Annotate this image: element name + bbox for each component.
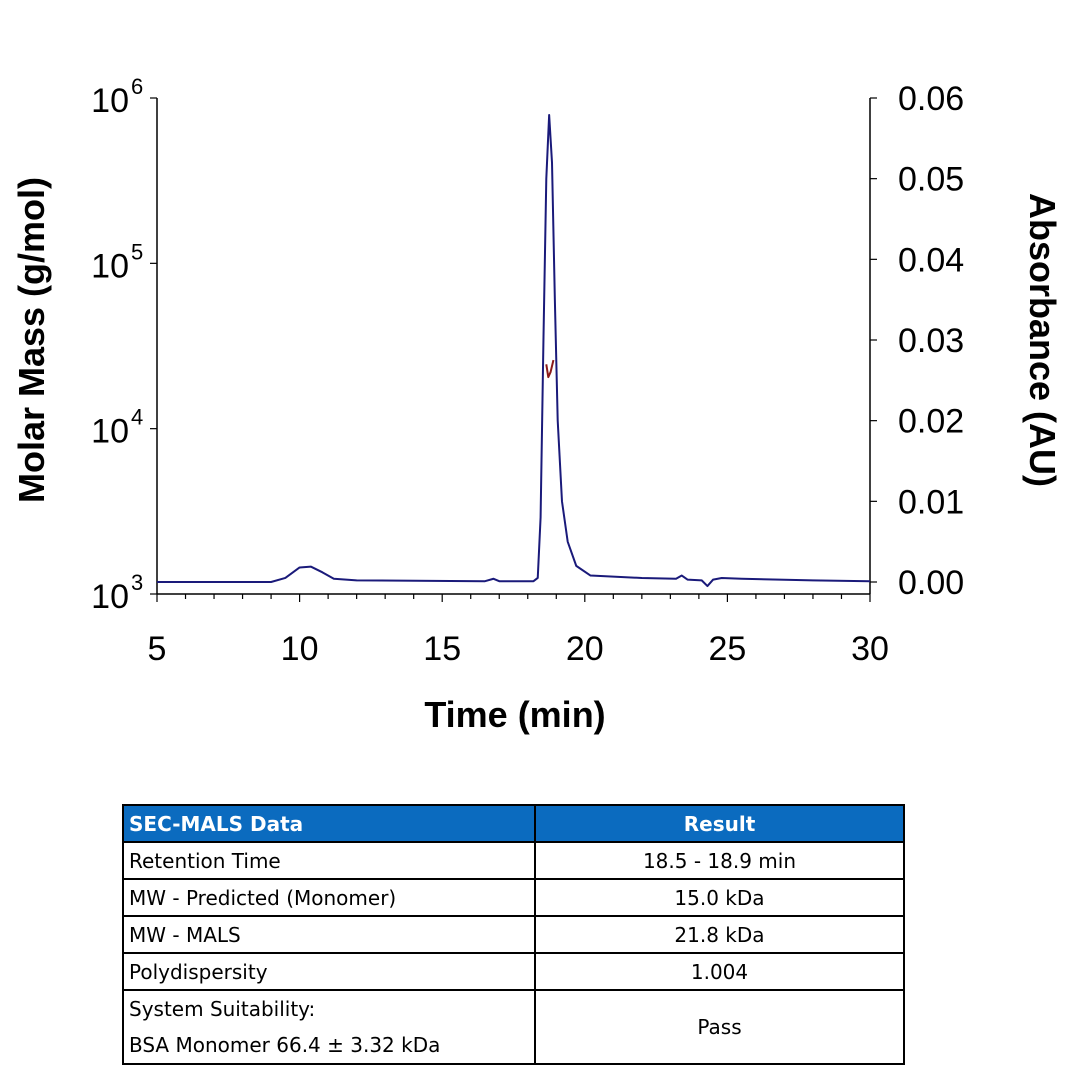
right-tick-label: 0.01 xyxy=(898,483,964,521)
table-row: MW - Predicted (Monomer) 15.0 kDa xyxy=(122,878,905,917)
table-row: Polydispersity 1.004 xyxy=(122,952,905,991)
right-tick-label: 0.06 xyxy=(898,80,964,118)
row-value: 15.0 kDa xyxy=(534,878,905,917)
right-tick-label: 0.03 xyxy=(898,322,964,360)
x-tick-label: 10 xyxy=(281,630,319,668)
x-tick-label: 15 xyxy=(423,630,461,668)
table-row: Retention Time 18.5 - 18.9 min xyxy=(122,841,905,880)
row-label: MW - MALS xyxy=(122,915,536,954)
right-tick-label: 0.02 xyxy=(898,403,964,441)
row-label: System Suitability: xyxy=(129,997,316,1021)
row-label: MW - Predicted (Monomer) xyxy=(122,878,536,917)
row-label-line2: BSA Monomer 66.4 ± 3.32 kDa xyxy=(129,1033,441,1057)
left-axis-label: Molar Mass (g/mol) xyxy=(11,177,52,503)
row-value: 18.5 - 18.9 min xyxy=(534,841,905,880)
header-cell: SEC-MALS Data xyxy=(122,804,536,843)
x-tick-label: 20 xyxy=(566,630,604,668)
row-label: Retention Time xyxy=(122,841,536,880)
left-tick-exponent: 3 xyxy=(131,570,143,595)
left-tick-label: 10 xyxy=(91,413,129,451)
row-value: Pass xyxy=(534,989,905,1065)
right-tick-label: 0.00 xyxy=(898,564,964,602)
molar-mass-series xyxy=(545,359,555,379)
left-tick-label: 10 xyxy=(91,247,129,285)
left-tick-exponent: 6 xyxy=(131,74,143,99)
absorbance-series xyxy=(157,113,871,588)
row-value: 21.8 kDa xyxy=(534,915,905,954)
x-axis-label: Time (min) xyxy=(424,694,605,735)
results-table: SEC-MALS Data Result Retention Time 18.5 … xyxy=(122,804,905,1065)
right-tick-label: 0.05 xyxy=(898,161,964,199)
left-tick-label: 10 xyxy=(91,82,129,120)
left-tick-label: 10 xyxy=(91,578,129,616)
right-tick-label: 0.04 xyxy=(898,241,964,279)
row-value: 1.004 xyxy=(534,952,905,991)
x-tick-label: 25 xyxy=(708,630,746,668)
table-row: System Suitability: BSA Monomer 66.4 ± 3.… xyxy=(122,989,905,1065)
right-axis-label: Absorbance (AU) xyxy=(1022,193,1063,487)
x-tick-label: 5 xyxy=(148,630,167,668)
table-header-row: SEC-MALS Data Result xyxy=(122,804,905,843)
left-tick-exponent: 5 xyxy=(131,239,143,264)
row-label: Polydispersity xyxy=(122,952,536,991)
header-cell: Result xyxy=(534,804,905,843)
left-tick-exponent: 4 xyxy=(131,405,143,430)
table-row: MW - MALS 21.8 kDa xyxy=(122,915,905,954)
x-tick-label: 30 xyxy=(851,630,889,668)
